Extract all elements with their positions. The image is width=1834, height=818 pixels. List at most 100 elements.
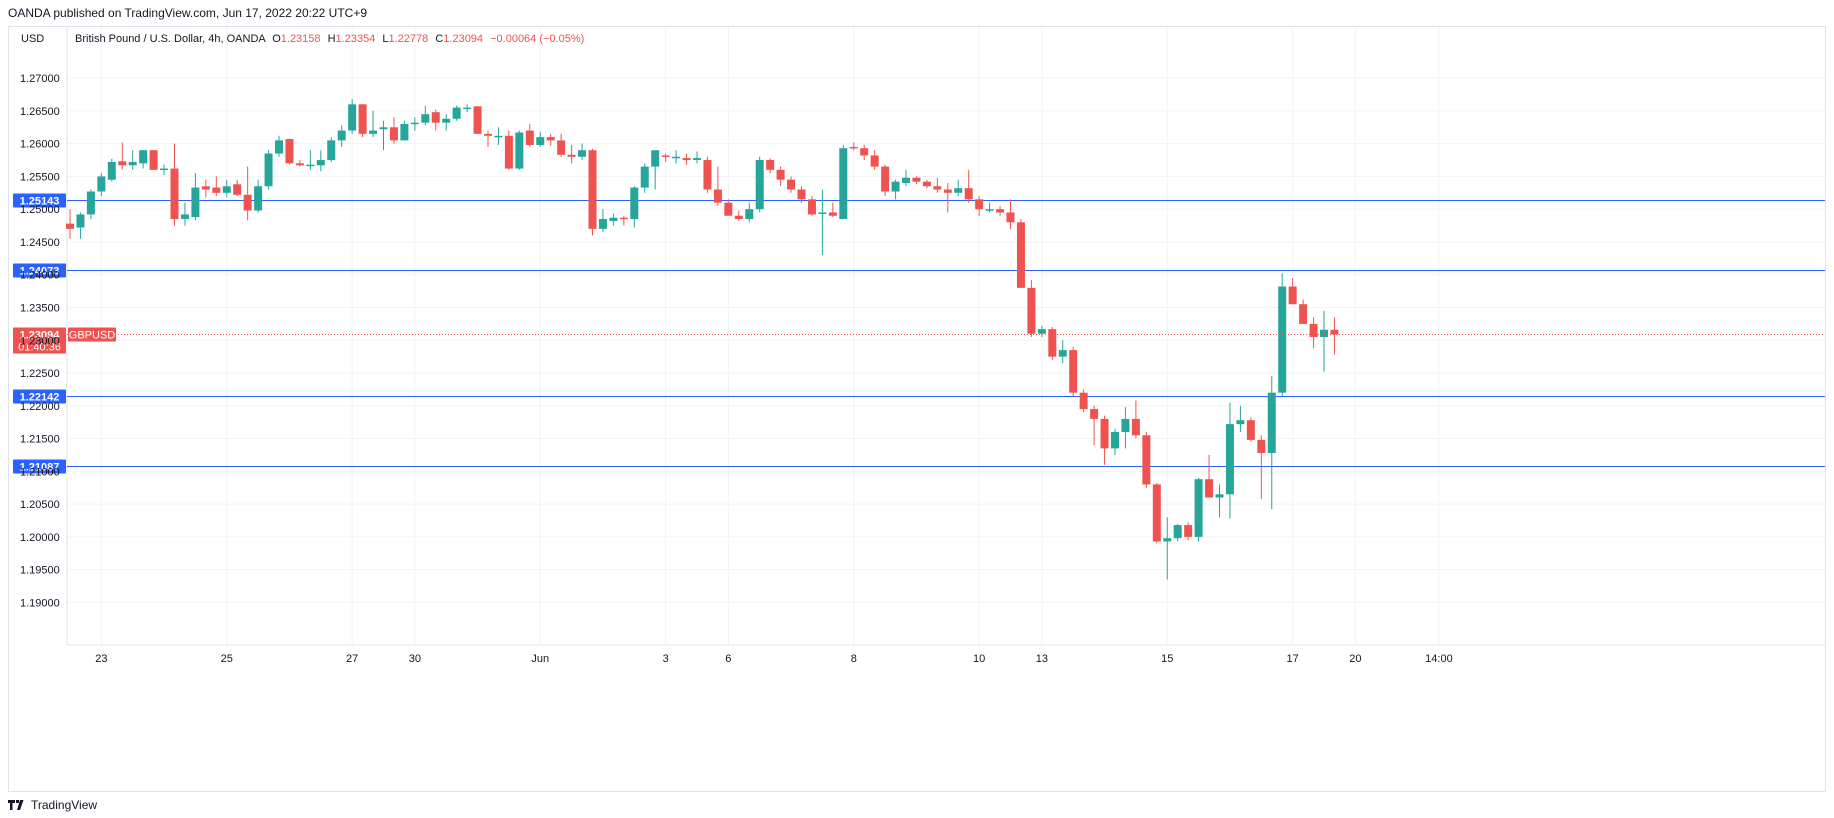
candle-body bbox=[1246, 420, 1255, 440]
candle-body bbox=[107, 162, 116, 180]
x-tick-label: 30 bbox=[409, 653, 421, 665]
candle-body bbox=[672, 156, 681, 159]
y-tick-label: 1.21000 bbox=[20, 466, 60, 478]
y-tick-label: 1.20500 bbox=[20, 499, 60, 511]
candle-body bbox=[567, 154, 576, 157]
candle-body bbox=[463, 107, 472, 110]
candle-body bbox=[1152, 484, 1161, 542]
candle-body bbox=[1215, 494, 1224, 498]
candle-body bbox=[410, 122, 419, 125]
candle-body bbox=[525, 130, 534, 145]
x-tick-label: 17 bbox=[1287, 653, 1299, 665]
footer-brand[interactable]: TradingView bbox=[8, 796, 97, 814]
candle-body bbox=[1027, 287, 1036, 334]
candle-body bbox=[1225, 424, 1234, 495]
candle-body bbox=[964, 188, 973, 200]
candle-body bbox=[651, 150, 660, 167]
candle-body bbox=[452, 107, 461, 119]
candle-body bbox=[1111, 432, 1119, 449]
candle-body bbox=[922, 181, 931, 187]
candle-body bbox=[348, 104, 357, 131]
y-tick-label: 1.19000 bbox=[20, 597, 60, 609]
y-tick-label: 1.24500 bbox=[20, 237, 60, 249]
candle-body bbox=[1121, 418, 1130, 433]
horizontal-lines: 1.25143 1.24073 1.22142 1.21087 bbox=[13, 193, 1825, 474]
candle-body bbox=[881, 166, 890, 192]
candle-body bbox=[160, 168, 169, 171]
candle-body bbox=[379, 127, 388, 130]
candle-body bbox=[1257, 439, 1266, 453]
candle-body bbox=[306, 164, 315, 167]
candle-body bbox=[943, 189, 952, 193]
x-tick-label: 6 bbox=[725, 653, 731, 665]
candle-body bbox=[598, 219, 607, 229]
candle-body bbox=[985, 209, 994, 211]
candle-body bbox=[734, 215, 743, 220]
legend-change: −0.00064 (−0.05%) bbox=[490, 33, 584, 45]
x-tick-label: 3 bbox=[663, 653, 669, 665]
candle-body bbox=[473, 106, 482, 134]
candle-body bbox=[128, 162, 137, 166]
legend-high-label: H bbox=[328, 33, 336, 45]
y-tick-label: 1.25000 bbox=[20, 204, 60, 216]
candle-body bbox=[1194, 479, 1203, 537]
candle-body bbox=[337, 130, 346, 141]
candle-body bbox=[776, 169, 785, 180]
last-price-countdown: 01:40:36 bbox=[18, 342, 61, 354]
candle-body bbox=[839, 148, 848, 220]
candle-body bbox=[703, 160, 712, 190]
x-tick-label: 10 bbox=[973, 653, 985, 665]
candle-body bbox=[389, 127, 398, 141]
x-tick-label: 8 bbox=[851, 653, 857, 665]
candle-body bbox=[1173, 525, 1182, 539]
candle-body bbox=[1205, 479, 1214, 498]
legend-low-label: L bbox=[382, 33, 388, 45]
legend-open-value: 1.23158 bbox=[281, 33, 321, 45]
candle-body bbox=[1320, 329, 1328, 337]
candle-body bbox=[745, 209, 754, 220]
candle-body bbox=[431, 112, 440, 123]
candle-body bbox=[400, 123, 409, 141]
y-tick-label: 1.23500 bbox=[20, 302, 60, 314]
legend-symbol: British Pound / U.S. Dollar, 4h, OANDA bbox=[75, 33, 266, 45]
legend-close-value: 1.23094 bbox=[443, 33, 483, 45]
last-price-label: 1.23094 bbox=[20, 330, 61, 342]
candle-body bbox=[849, 146, 858, 149]
candle-body bbox=[1163, 538, 1172, 542]
candle-body bbox=[254, 186, 263, 211]
horizontal-level-badge bbox=[13, 263, 66, 278]
candle-body bbox=[766, 160, 775, 170]
last-price-badge bbox=[13, 327, 66, 354]
candle-body bbox=[421, 114, 430, 123]
candle-body bbox=[661, 155, 670, 157]
x-tick-label: 15 bbox=[1161, 653, 1173, 665]
x-tick-label: 20 bbox=[1349, 653, 1361, 665]
horizontal-level-badge bbox=[13, 389, 66, 404]
candle-body bbox=[640, 166, 649, 188]
candle-body bbox=[97, 176, 106, 192]
y-tick-label: 1.26500 bbox=[20, 106, 60, 118]
x-tick-label: 13 bbox=[1036, 653, 1048, 665]
candle-body bbox=[139, 150, 148, 164]
candle-body bbox=[264, 153, 273, 187]
candle-body bbox=[243, 194, 252, 211]
candle-body bbox=[818, 212, 827, 214]
candle-body bbox=[619, 217, 628, 220]
time-axis: 23 25 27 30 Jun 3 6 8 10 13 15 17 20 14:00 bbox=[95, 653, 1452, 665]
candle-body bbox=[66, 223, 74, 229]
candle-body bbox=[494, 135, 503, 138]
candle-body bbox=[118, 161, 127, 166]
candle-body bbox=[1058, 350, 1067, 357]
candle-body bbox=[1006, 212, 1015, 223]
candle-body bbox=[316, 160, 325, 166]
published-info: OANDA published on TradingView.com, Jun … bbox=[8, 6, 367, 20]
candle-body bbox=[787, 179, 796, 190]
candle-body bbox=[891, 181, 900, 192]
candle-body bbox=[1048, 329, 1057, 357]
candle-body bbox=[557, 140, 566, 155]
candle-body bbox=[442, 118, 451, 123]
candle-body bbox=[504, 135, 513, 169]
candle-body bbox=[201, 186, 210, 190]
y-tick-label: 1.27000 bbox=[20, 73, 60, 85]
